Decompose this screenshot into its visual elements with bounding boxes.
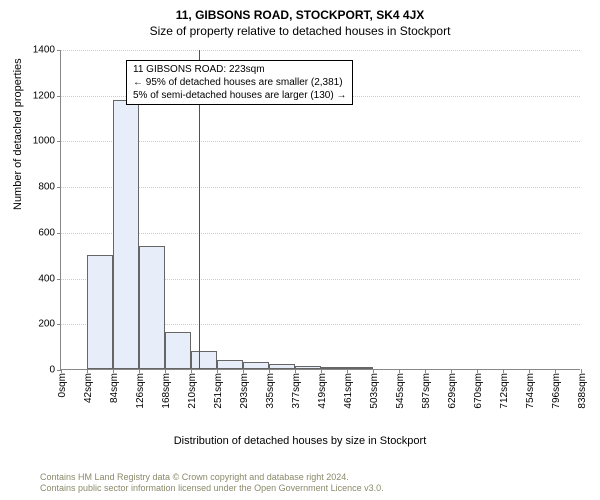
annotation-line-3: 5% of semi-detached houses are larger (1… <box>133 89 346 102</box>
x-tick-label: 754sqm <box>525 369 536 409</box>
x-tick-label: 0sqm <box>57 369 68 397</box>
annotation-line-1: 11 GIBSONS ROAD: 223sqm <box>133 63 346 76</box>
chart-title-main: 11, GIBSONS ROAD, STOCKPORT, SK4 4JX <box>0 0 600 22</box>
x-tick-label: 587sqm <box>421 369 432 409</box>
y-tick-mark <box>57 187 61 188</box>
x-tick-label: 796sqm <box>551 369 562 409</box>
chart-title-sub: Size of property relative to detached ho… <box>0 22 600 38</box>
x-tick-label: 629sqm <box>447 369 458 409</box>
x-tick-label: 670sqm <box>473 369 484 409</box>
x-tick-label: 251sqm <box>213 369 224 409</box>
histogram-bar <box>217 360 243 369</box>
histogram-bar <box>139 246 165 369</box>
y-axis-label: Number of detached properties <box>12 58 24 210</box>
x-tick-label: 84sqm <box>109 369 120 403</box>
gridline <box>61 50 580 51</box>
histogram-bar <box>191 351 217 369</box>
copyright-line-1: Contains HM Land Registry data © Crown c… <box>40 472 384 483</box>
x-tick-label: 42sqm <box>83 369 94 403</box>
y-tick-mark <box>57 141 61 142</box>
y-tick-mark <box>57 324 61 325</box>
y-tick-mark <box>57 233 61 234</box>
chart-area: 02004006008001000120014000sqm42sqm84sqm1… <box>60 50 580 400</box>
annotation-box: 11 GIBSONS ROAD: 223sqm ← 95% of detache… <box>126 60 353 105</box>
x-tick-label: 335sqm <box>265 369 276 409</box>
y-tick-mark <box>57 96 61 97</box>
x-tick-label: 503sqm <box>369 369 380 409</box>
x-tick-label: 712sqm <box>499 369 510 409</box>
histogram-bar <box>113 100 139 369</box>
copyright-text: Contains HM Land Registry data © Crown c… <box>40 472 384 494</box>
annotation-line-2: ← 95% of detached houses are smaller (2,… <box>133 76 346 89</box>
x-tick-label: 545sqm <box>395 369 406 409</box>
y-tick-mark <box>57 50 61 51</box>
x-tick-label: 461sqm <box>343 369 354 409</box>
x-tick-label: 838sqm <box>577 369 588 409</box>
x-tick-label: 293sqm <box>239 369 250 409</box>
plot-region: 02004006008001000120014000sqm42sqm84sqm1… <box>60 50 580 370</box>
x-tick-label: 126sqm <box>135 369 146 409</box>
x-tick-label: 210sqm <box>187 369 198 409</box>
x-tick-label: 377sqm <box>291 369 302 409</box>
histogram-bar <box>243 362 269 369</box>
y-tick-mark <box>57 279 61 280</box>
x-tick-label: 419sqm <box>317 369 328 409</box>
copyright-line-2: Contains public sector information licen… <box>40 483 384 494</box>
histogram-bar <box>87 255 113 369</box>
x-tick-label: 168sqm <box>161 369 172 409</box>
histogram-bar <box>165 332 191 369</box>
x-axis-label: Distribution of detached houses by size … <box>0 435 600 447</box>
